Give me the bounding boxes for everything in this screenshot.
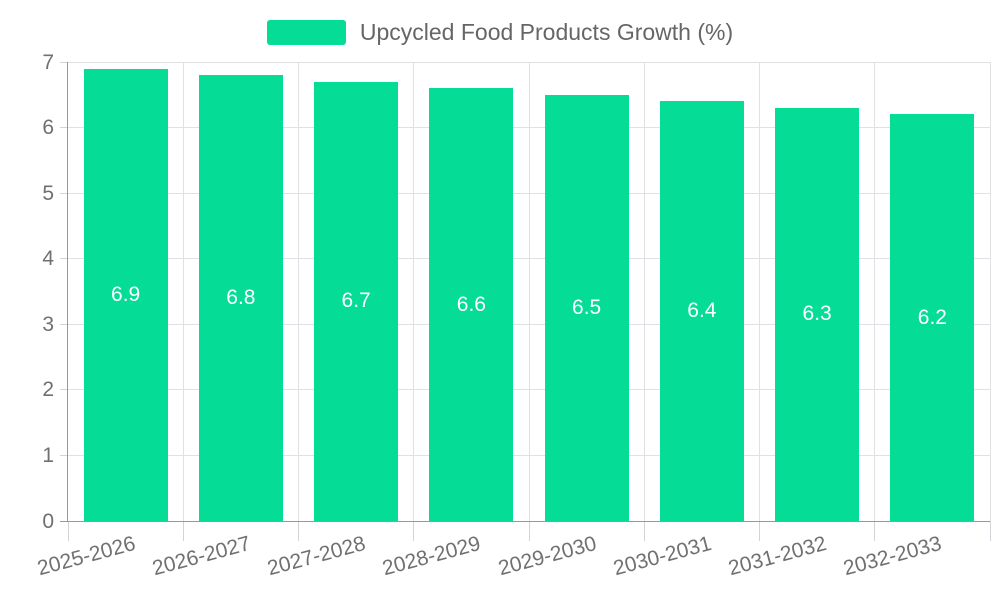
bar[interactable] (314, 81, 399, 521)
y-axis-tick (60, 61, 68, 63)
x-axis-tick (874, 521, 876, 541)
bar[interactable] (83, 68, 168, 521)
y-axis-tick (60, 127, 68, 129)
bar-value-label: 6.8 (226, 286, 256, 310)
x-axis-line (60, 521, 990, 522)
x-grid-line (528, 62, 530, 521)
x-axis-tick (989, 521, 991, 541)
bar-value-label: 6.9 (111, 282, 141, 306)
x-grid-line (182, 62, 184, 521)
y-axis-tick (60, 454, 68, 456)
y-tick-label: 3 (42, 312, 54, 336)
x-axis-tick (413, 521, 415, 541)
x-grid-line (989, 62, 991, 521)
y-tick-label: 7 (42, 50, 54, 74)
y-tick-label: 6 (42, 116, 54, 140)
x-grid-line (759, 62, 760, 521)
y-tick-label: 2 (42, 378, 54, 402)
x-axis-tick (182, 521, 184, 541)
bar[interactable] (775, 107, 860, 521)
x-axis-tick (759, 521, 760, 541)
bar[interactable] (198, 75, 283, 521)
y-axis-tick (60, 258, 68, 260)
x-axis-tick (528, 521, 530, 541)
bar-value-label: 6.4 (687, 299, 717, 323)
y-axis-tick (60, 389, 68, 391)
x-axis-tick (67, 521, 69, 541)
bar-value-label: 6.5 (572, 295, 602, 319)
bar-value-label: 6.6 (456, 292, 486, 316)
bar[interactable] (544, 94, 629, 521)
y-tick-label: 1 (42, 443, 54, 467)
y-axis-tick (60, 192, 68, 194)
x-grid-line (298, 62, 299, 521)
bar[interactable] (429, 88, 514, 521)
bar-value-label: 6.3 (802, 302, 832, 326)
x-grid-line (643, 62, 645, 521)
bar-value-label: 6.2 (917, 305, 947, 329)
bar[interactable] (890, 114, 975, 521)
y-axis-tick (60, 323, 68, 325)
y-tick-label: 0 (42, 509, 54, 533)
x-axis-tick (298, 521, 299, 541)
bar[interactable] (659, 101, 744, 521)
legend-swatch (266, 19, 346, 45)
legend[interactable]: Upcycled Food Products Growth (%) (0, 19, 1000, 45)
y-axis-line (67, 62, 68, 521)
y-tick-label: 4 (42, 247, 54, 271)
bar-value-label: 6.7 (341, 289, 371, 313)
x-grid-line (874, 62, 876, 521)
y-tick-label: 5 (42, 181, 54, 205)
x-grid-line (413, 62, 415, 521)
legend-label: Upcycled Food Products Growth (%) (359, 19, 734, 45)
x-axis-tick (643, 521, 645, 541)
